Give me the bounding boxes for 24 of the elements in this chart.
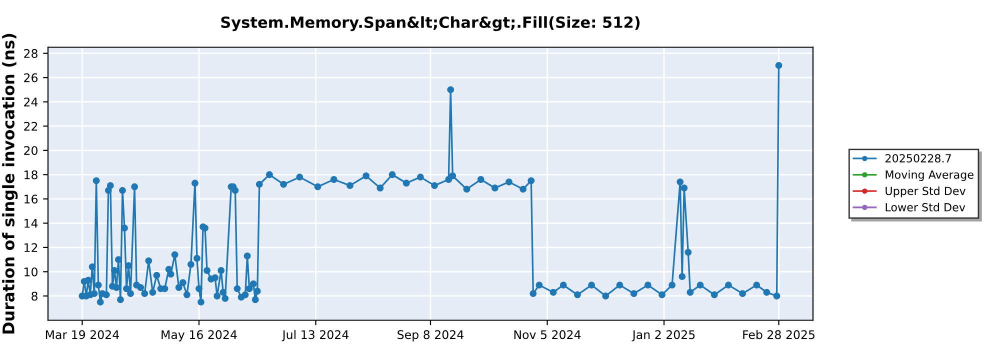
y-tick-label: 8 — [32, 292, 38, 301]
legend-label: Moving Average — [886, 170, 974, 181]
x-tick-label: Mar 19 2024 — [46, 330, 119, 340]
y-tick-label: 20 — [24, 146, 38, 156]
legend-label: Lower Std Dev — [886, 202, 966, 212]
y-tick-label: 26 — [24, 73, 38, 82]
legend-label: Upper Std Dev — [886, 186, 966, 198]
y-tick-label: 12 — [24, 243, 38, 252]
chart-title: System.Memory.Span&lt;Char&gt;.Fill(Size: 512) — [221, 16, 640, 32]
y-tick-label: 16 — [24, 194, 38, 204]
y-tick-label: 10 — [24, 267, 38, 276]
x-tick-label: Sep 8 2024 — [398, 330, 464, 342]
x-tick-label: Jan 2 2025 — [632, 330, 695, 342]
y-tick-label: 18 — [24, 170, 38, 180]
x-tick-label: Jul 13 2024 — [282, 330, 348, 342]
x-tick-label: Nov 5 2024 — [514, 330, 581, 340]
x-tick-label: May 16 2024 — [162, 330, 237, 342]
y-tick-label: 14 — [24, 219, 38, 228]
legend-label: 20250228.7 — [886, 154, 951, 163]
y-axis-title: Duration of single invocation (ns) — [2, 34, 18, 334]
y-tick-label: 24 — [24, 98, 38, 106]
x-tick-label: Feb 28 2025 — [743, 330, 814, 340]
y-tick-label: 22 — [24, 122, 38, 131]
y-tick-label: 28 — [24, 49, 38, 58]
